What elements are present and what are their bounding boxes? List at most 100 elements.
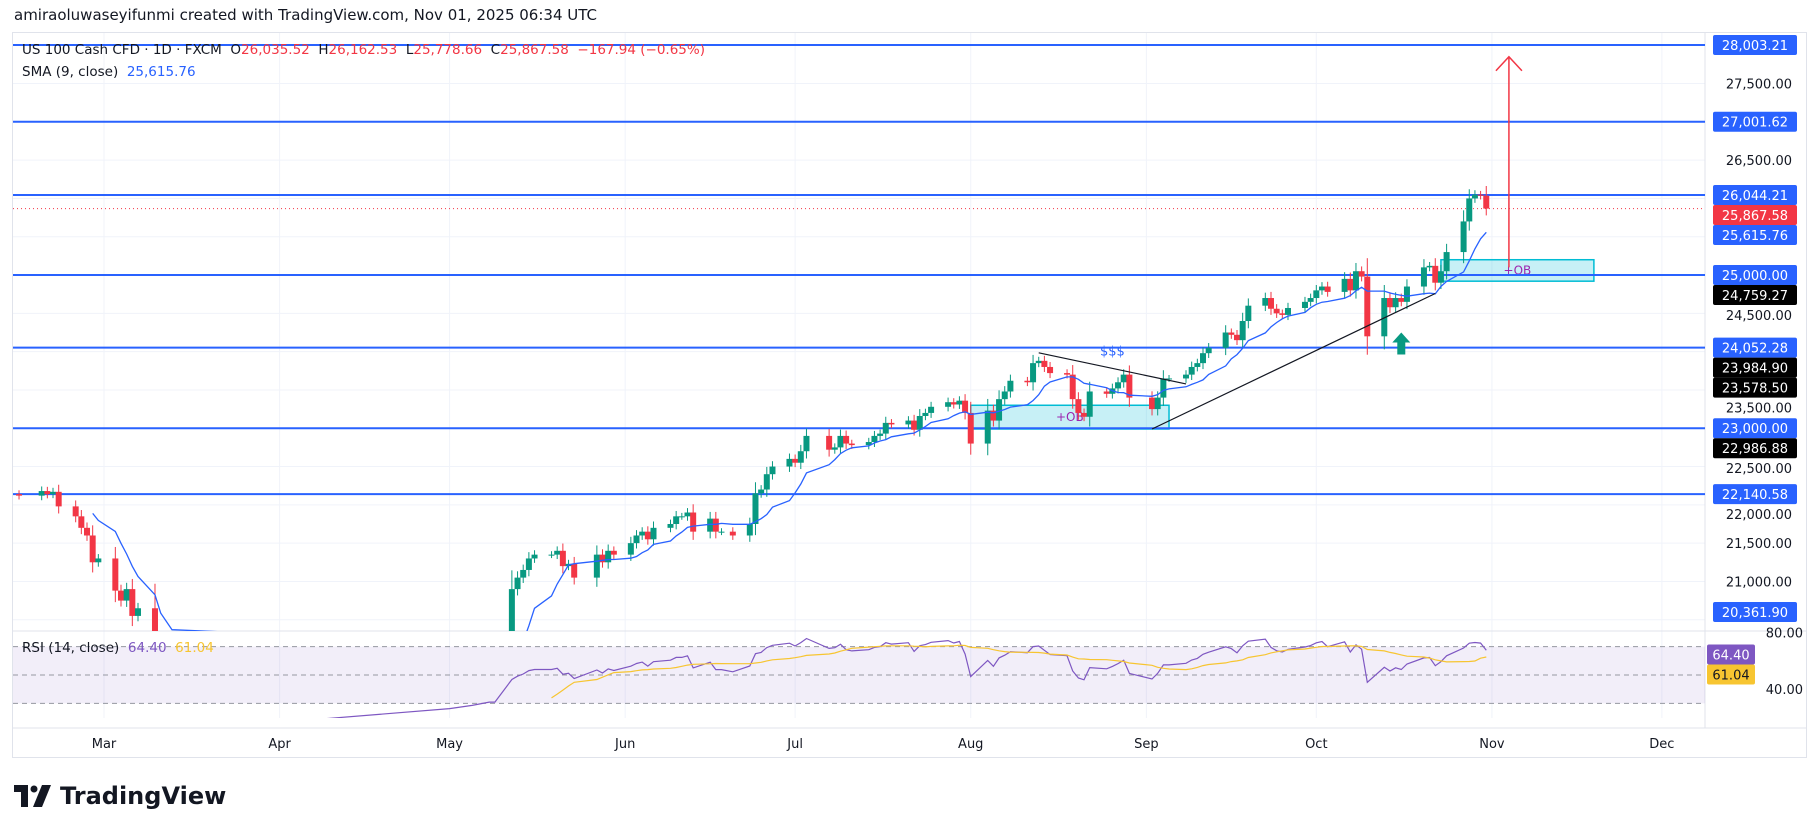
candle-body bbox=[877, 433, 884, 436]
candle-body bbox=[84, 527, 91, 536]
high-label: H bbox=[318, 42, 329, 58]
candle-body bbox=[996, 399, 1003, 421]
candle-body bbox=[956, 400, 963, 405]
candle-body bbox=[1432, 265, 1439, 283]
level-price-label-bg bbox=[1713, 35, 1797, 55]
candle-body bbox=[650, 527, 657, 540]
candle-body bbox=[1341, 278, 1348, 292]
candle-body bbox=[871, 435, 878, 443]
candle-body bbox=[599, 554, 606, 563]
level-price-label: 26,044.21 bbox=[1722, 189, 1788, 204]
candle-body bbox=[1471, 194, 1478, 199]
level-price-label: 27,001.62 bbox=[1722, 116, 1788, 131]
x-tick-label: Apr bbox=[268, 737, 291, 752]
candle-body bbox=[984, 410, 991, 444]
candle-body bbox=[1284, 307, 1291, 315]
candle-body bbox=[1188, 366, 1195, 375]
candle-body bbox=[962, 400, 969, 413]
price-label-last: 25,867.58 bbox=[1722, 209, 1788, 224]
candle-body bbox=[72, 506, 79, 517]
candle-body bbox=[1347, 278, 1354, 291]
candle-body bbox=[1200, 353, 1207, 364]
candle-body bbox=[1001, 391, 1008, 400]
price-label-sma: 25,615.76 bbox=[1722, 229, 1788, 244]
candle-body bbox=[967, 412, 974, 444]
candle-body bbox=[928, 406, 935, 413]
candle-body bbox=[1035, 360, 1042, 364]
candle-body bbox=[831, 447, 838, 450]
low-value: 25,778.66 bbox=[413, 42, 483, 58]
tradingview-logo[interactable]: TradingView bbox=[14, 782, 226, 810]
y-tick-label: 26,500.00 bbox=[1726, 154, 1792, 169]
level-price-label-bg bbox=[1713, 337, 1797, 358]
candle-body bbox=[712, 518, 719, 532]
candle-body bbox=[1007, 380, 1014, 392]
candle-body bbox=[1245, 305, 1252, 322]
price-label-drawing-bg bbox=[1713, 357, 1797, 378]
candle-body bbox=[792, 458, 799, 463]
candle-body bbox=[1273, 308, 1280, 314]
sma-line bbox=[92, 231, 1487, 631]
level-price-label: 25,000.00 bbox=[1722, 269, 1788, 284]
y-tick-label: 22,500.00 bbox=[1726, 462, 1792, 477]
rsi-tick-label: 80.00 bbox=[1766, 626, 1803, 641]
x-tick-label: Nov bbox=[1479, 737, 1505, 752]
candle-body bbox=[1222, 332, 1229, 348]
candle-body bbox=[1183, 374, 1190, 379]
candle-body bbox=[627, 543, 634, 555]
candle-body bbox=[1262, 298, 1269, 306]
candle-body bbox=[1403, 286, 1410, 302]
open-label: O bbox=[230, 42, 242, 58]
price-label-drawing: 22,986.88 bbox=[1722, 442, 1788, 457]
candle-body bbox=[639, 531, 646, 536]
y-tick-label: 21,500.00 bbox=[1726, 537, 1792, 552]
trendline bbox=[1151, 292, 1436, 430]
candle-body bbox=[1324, 286, 1331, 292]
rsi-ma-line bbox=[551, 644, 1487, 699]
level-price-label: 24,052.28 bbox=[1722, 342, 1788, 357]
change-value: −167.94 (−0.65%) bbox=[577, 42, 705, 58]
candle-body bbox=[1477, 194, 1484, 196]
candle-body bbox=[55, 491, 62, 507]
candle-body bbox=[89, 535, 96, 563]
candle-body bbox=[922, 412, 929, 416]
candle-body bbox=[44, 491, 51, 495]
candle-body bbox=[531, 554, 538, 559]
candle-body bbox=[38, 491, 45, 496]
symbol-name: US 100 Cash CFD · 1D · FXCM bbox=[22, 42, 222, 58]
candle-body bbox=[673, 516, 680, 524]
candle-body bbox=[1194, 363, 1201, 367]
candle-body bbox=[1460, 221, 1467, 253]
candle-body bbox=[1064, 373, 1071, 375]
x-tick-label: Sep bbox=[1134, 737, 1159, 752]
candle-body bbox=[95, 558, 102, 563]
candle-body bbox=[1205, 347, 1212, 354]
candle-body bbox=[1392, 298, 1399, 308]
candle-body bbox=[690, 512, 697, 532]
y-tick-label: 21,000.00 bbox=[1726, 575, 1792, 590]
close-label: C bbox=[490, 42, 501, 58]
sma-legend[interactable]: SMA (9, close) 25,615.76 bbox=[22, 64, 196, 80]
candle-body bbox=[1166, 378, 1173, 380]
candle-body bbox=[525, 558, 532, 570]
price-label-drawing-bg bbox=[1713, 438, 1797, 459]
candle-body bbox=[508, 589, 515, 631]
candle-body bbox=[684, 512, 691, 517]
candle-body bbox=[950, 402, 957, 405]
candle-body bbox=[1318, 286, 1325, 291]
candle-body bbox=[786, 458, 793, 467]
rsi-legend[interactable]: RSI (14, close) 64.40 61.04 bbox=[22, 640, 214, 656]
candle-body bbox=[1426, 265, 1433, 268]
candle-body bbox=[1398, 298, 1405, 302]
candle-body bbox=[571, 563, 578, 578]
candle-body bbox=[837, 435, 844, 448]
chart-frame bbox=[12, 32, 1807, 758]
y-tick-label: 23,500.00 bbox=[1726, 402, 1792, 417]
sma-label: SMA (9, close) bbox=[22, 64, 119, 80]
x-tick-label: Jun bbox=[614, 737, 635, 752]
candle-body bbox=[1126, 374, 1133, 398]
candle-body bbox=[1313, 290, 1320, 299]
candle-body bbox=[129, 589, 136, 616]
price-label-level-bg bbox=[1713, 602, 1797, 622]
